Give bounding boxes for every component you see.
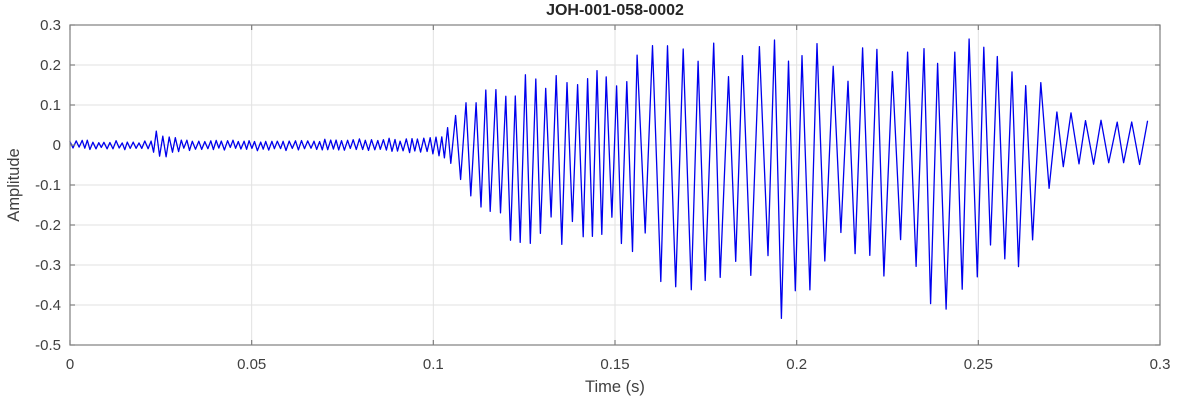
x-tick-label: 0.05	[237, 356, 266, 373]
y-tick-label: 0.3	[40, 17, 61, 34]
x-axis-label: Time (s)	[585, 378, 645, 396]
y-tick-label: -0.1	[35, 177, 61, 194]
x-tick-label: 0.15	[600, 356, 629, 373]
waveform-line	[69, 38, 1149, 320]
tick-label-layer: 0 0.05 0.1 0.15 0.2 0.25 0.3 0.3 0.2 0.1 0 -0.1 -0.2…	[35, 17, 1170, 373]
axis-layer	[69, 24, 1161, 346]
y-tick-label: 0.2	[40, 57, 61, 74]
y-tick-label: -0.4	[35, 297, 61, 314]
y-tick-label: 0.1	[40, 97, 61, 114]
y-tick-label: -0.2	[35, 217, 61, 234]
waveform-layer	[69, 38, 1149, 320]
x-tick-label: 0.2	[786, 356, 807, 373]
x-tick-label: 0.25	[964, 356, 993, 373]
x-tick-label: 0	[66, 356, 74, 373]
chart-title: JOH-001-058-0002	[546, 2, 684, 19]
y-tick-label: -0.3	[35, 257, 61, 274]
y-tick-label: 0	[53, 137, 61, 154]
y-axis-label: Amplitude	[5, 148, 23, 221]
x-tick-label: 0.3	[1150, 356, 1171, 373]
x-tick-label: 0.1	[423, 356, 444, 373]
y-tick-label: -0.5	[35, 337, 61, 354]
